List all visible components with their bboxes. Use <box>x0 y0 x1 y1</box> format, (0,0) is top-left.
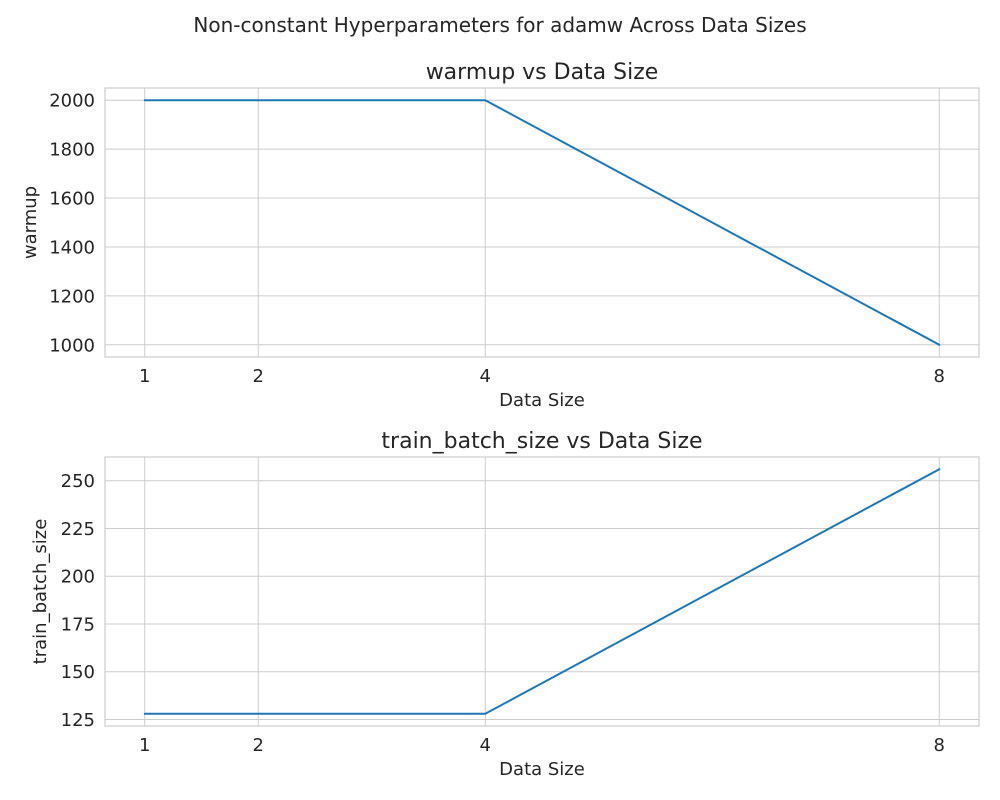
train-batch-size-x-tick-label: 4 <box>480 735 491 756</box>
warmup-subplot: 1 2 4 8 1000 1200 1400 1600 1800 2000 warmup vs D… <box>20 60 980 411</box>
train-batch-size-y-tick-label: 225 <box>61 519 95 540</box>
train-batch-size-series-line <box>143 468 941 715</box>
warmup-y-tick-label: 2000 <box>49 91 95 112</box>
train-batch-size-x-axis-label: Data Size <box>499 759 585 780</box>
warmup-y-tick-label: 1000 <box>49 335 95 356</box>
train-batch-size-y-tick-label: 200 <box>61 567 95 588</box>
warmup-y-tick-label: 1800 <box>49 140 95 161</box>
warmup-y-tick-label: 1400 <box>49 237 95 258</box>
warmup-x-tick-label: 8 <box>934 366 945 387</box>
train-batch-size-y-tick-label: 175 <box>61 614 95 635</box>
warmup-y-tick-label: 1200 <box>49 286 95 307</box>
warmup-x-axis-label: Data Size <box>499 390 585 411</box>
warmup-x-tick-label: 2 <box>253 366 264 387</box>
warmup-grid <box>105 88 979 357</box>
train-batch-size-y-axis-label: train_batch_size <box>30 519 51 665</box>
warmup-y-axis-label: warmup <box>20 186 41 259</box>
train-batch-size-y-tick-label: 125 <box>61 710 95 731</box>
warmup-series-line <box>143 99 941 346</box>
train-batch-size-x-tick-label: 8 <box>934 735 945 756</box>
train-batch-size-y-tick-label: 150 <box>61 662 95 683</box>
warmup-x-tick-label: 1 <box>139 366 150 387</box>
warmup-y-tick-label: 1600 <box>49 189 95 210</box>
warmup-tick-labels: 1 2 4 8 1000 1200 1400 1600 1800 2000 <box>49 91 945 387</box>
train-batch-size-tick-labels: 1 2 4 8 125 150 175 200 225 250 <box>61 471 945 756</box>
train-batch-size-x-tick-label: 1 <box>139 735 150 756</box>
train-batch-size-chart-title: train_batch_size vs Data Size <box>381 429 702 454</box>
train-batch-size-y-tick-label: 250 <box>61 471 95 492</box>
figure-title: Non-constant Hyperparameters for adamw A… <box>193 13 806 37</box>
train-batch-size-x-tick-label: 2 <box>253 735 264 756</box>
warmup-x-tick-label: 4 <box>480 366 491 387</box>
train-batch-size-grid <box>105 457 979 726</box>
train-batch-size-subplot: 1 2 4 8 125 150 175 200 225 250 train_batch_size … <box>30 429 980 780</box>
warmup-plot-frame <box>104 87 980 358</box>
train-batch-size-plot-frame <box>104 456 980 727</box>
warmup-chart-title: warmup vs Data Size <box>426 60 659 85</box>
